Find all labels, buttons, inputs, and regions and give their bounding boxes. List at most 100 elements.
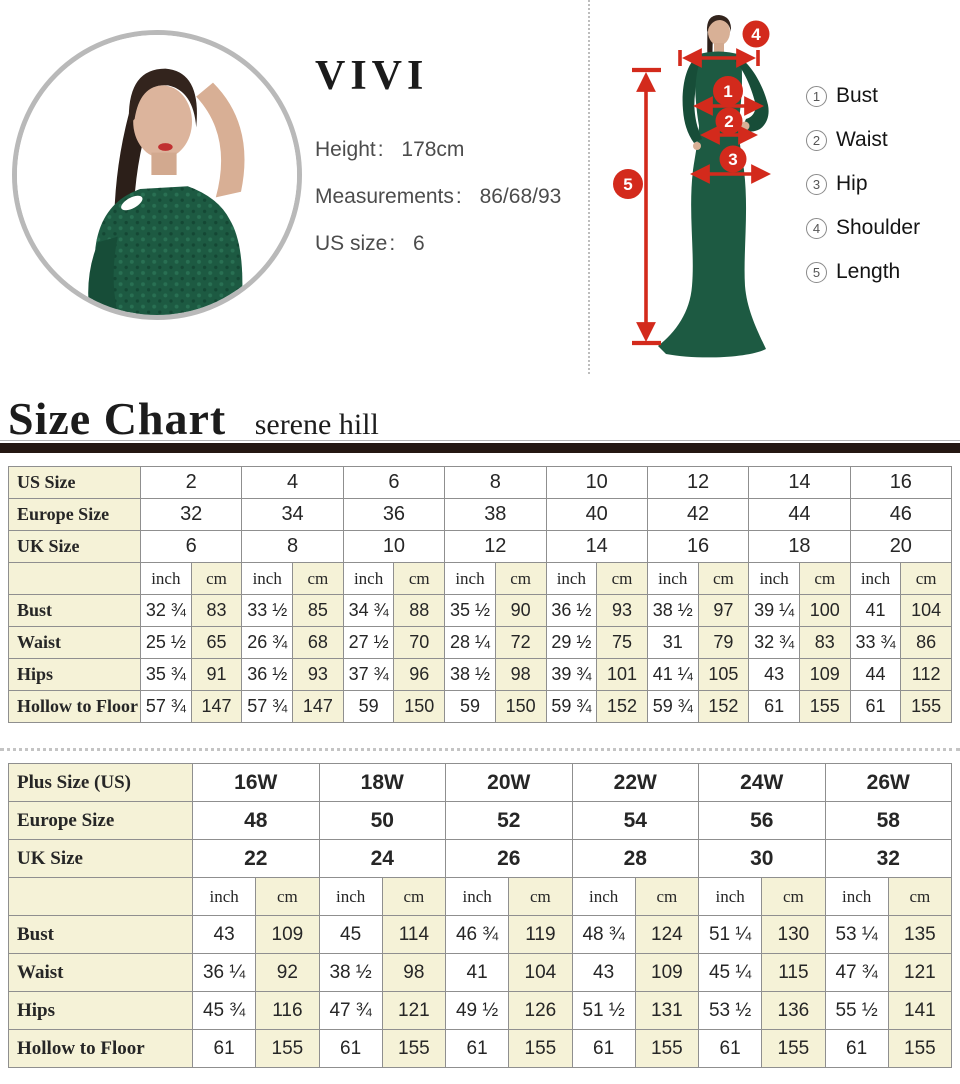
inch-cell: 43 [191,915,257,954]
measure-badges: 4 1 2 3 5 [613,20,770,199]
cm-cell: 152 [596,690,648,723]
model-info-section: VIVI Height: 178cm Measurements: 86/68/9… [0,0,960,382]
inch-cell: 55 ½ [824,991,889,1030]
cm-cell: 126 [508,991,573,1030]
inch-cell: 59 ¾ [545,690,598,723]
size-cell: 14 [545,530,648,563]
cm-cell: 65 [190,626,243,659]
cm-cell: 101 [596,658,648,691]
inch-cell: 39 ¾ [545,658,598,691]
size-cell: 28 [571,839,699,878]
legend-item-length: 5 Length [806,260,920,284]
unit-cell: cm [887,877,953,916]
table-row: Europe Size 48 50 52 54 56 58 [8,801,952,840]
inch-cell: 59 ¾ [646,690,699,723]
cm-cell: 93 [292,658,344,691]
cm-cell: 83 [798,626,851,659]
size-cell: 12 [444,530,547,563]
inch-cell: 53 ¼ [824,915,889,954]
cm-cell: 97 [697,594,750,627]
circled-number-icon: 3 [806,173,827,195]
size-cell: 42 [646,498,750,531]
table-row: Waist 36 ¼ 92 38 ½ 98 41 104 43 109 45 ¼ 115 47 ¾ 12… [8,953,953,992]
unit-cell: cm [900,562,952,595]
inch-cell: 41 [444,953,510,992]
cm-cell: 91 [190,658,243,691]
size-cell: 40 [545,498,648,531]
cm-cell: 112 [900,658,952,691]
cm-cell: 70 [393,626,446,659]
inch-cell: 38 ½ [318,953,383,992]
cm-cell: 116 [255,991,320,1030]
size-cell: 14 [748,466,851,499]
circled-number-icon: 4 [806,217,827,239]
inch-cell: 57 ¾ [140,690,192,723]
cm-cell: 79 [697,626,750,659]
measurement-legend: 1 Bust 2 Waist 3 Hip 4 Shoulder 5 Length [806,84,920,304]
size-cell: 44 [748,498,851,531]
unit-cell: cm [798,562,851,595]
inch-cell: 35 ¾ [140,658,192,691]
inch-cell: 36 ½ [545,594,598,627]
unit-cell: cm [494,562,547,595]
inch-cell: 37 ¾ [342,658,395,691]
cm-cell: 155 [381,1029,447,1068]
row-label: UK Size [8,530,141,563]
inch-cell: 27 ½ [342,626,395,659]
size-cell: 18W [318,763,446,802]
size-cell: 12 [646,466,750,499]
inch-cell: 36 ½ [241,658,294,691]
standard-size-table: US Size 2 4 6 8 10 12 14 16 Europe Size 32 34 36 38 40… [8,466,953,723]
inch-cell: 45 ¼ [697,953,763,992]
inch-cell: 41 ¼ [646,658,699,691]
dotted-separator-vertical [588,0,590,374]
cm-cell: 90 [494,594,547,627]
cm-cell: 96 [393,658,446,691]
cm-cell: 155 [634,1029,700,1068]
unit-cell: cm [596,562,648,595]
section-title: Size Chart [8,393,227,444]
size-cell: 26 [445,839,573,878]
size-cell: 58 [824,801,952,840]
cm-cell: 135 [887,915,953,954]
inch-cell: 43 [571,953,636,992]
table-row: Hollow to Floor 57 ¾ 147 57 ¾ 147 59 150 59 150 5… [8,690,952,723]
cm-cell: 75 [596,626,648,659]
inch-cell: 49 ½ [444,991,510,1030]
size-cell: 50 [318,801,446,840]
inch-cell: 32 ¾ [140,594,192,627]
inch-cell: 29 ½ [545,626,598,659]
unit-cell: cm [634,877,700,916]
size-cell: 18 [748,530,851,563]
cm-cell: 105 [697,658,750,691]
heading-rule [0,440,960,454]
unit-cell: inch [444,877,510,916]
inch-cell: 44 [849,658,902,691]
row-label [8,562,141,595]
inch-cell: 61 [318,1029,383,1068]
inch-cell: 25 ½ [140,626,192,659]
stat-height: Height: 178cm [315,138,465,161]
inch-cell: 51 ½ [571,991,636,1030]
unit-cell: inch [748,562,800,595]
stat-measurements: Measurements: 86/68/93 [315,185,562,208]
unit-cell: inch [646,562,699,595]
model-stats: VIVI Height: 178cm Measurements: 86/68/9… [315,52,585,279]
cm-cell: 83 [190,594,243,627]
cm-cell: 141 [887,991,953,1030]
unit-cell: cm [393,562,446,595]
size-cell: 10 [342,530,446,563]
unit-cell: cm [255,877,320,916]
inch-cell: 53 ½ [697,991,763,1030]
circled-number-icon: 2 [806,129,827,151]
cm-cell: 147 [292,690,344,723]
table-row: Waist 25 ½ 65 26 ¾ 68 27 ½ 70 28 ¼ 72 29 ½ 75 31 79 3… [8,626,952,659]
cm-cell: 119 [508,915,573,954]
cm-cell: 155 [900,690,952,723]
inch-cell: 47 ¾ [318,991,383,1030]
inch-cell: 33 ½ [241,594,294,627]
inch-cell: 59 [444,690,496,723]
inch-cell: 47 ¾ [824,953,889,992]
inch-cell: 46 ¾ [444,915,510,954]
table-row: UK Size 6 8 10 12 14 16 18 20 [8,530,953,563]
